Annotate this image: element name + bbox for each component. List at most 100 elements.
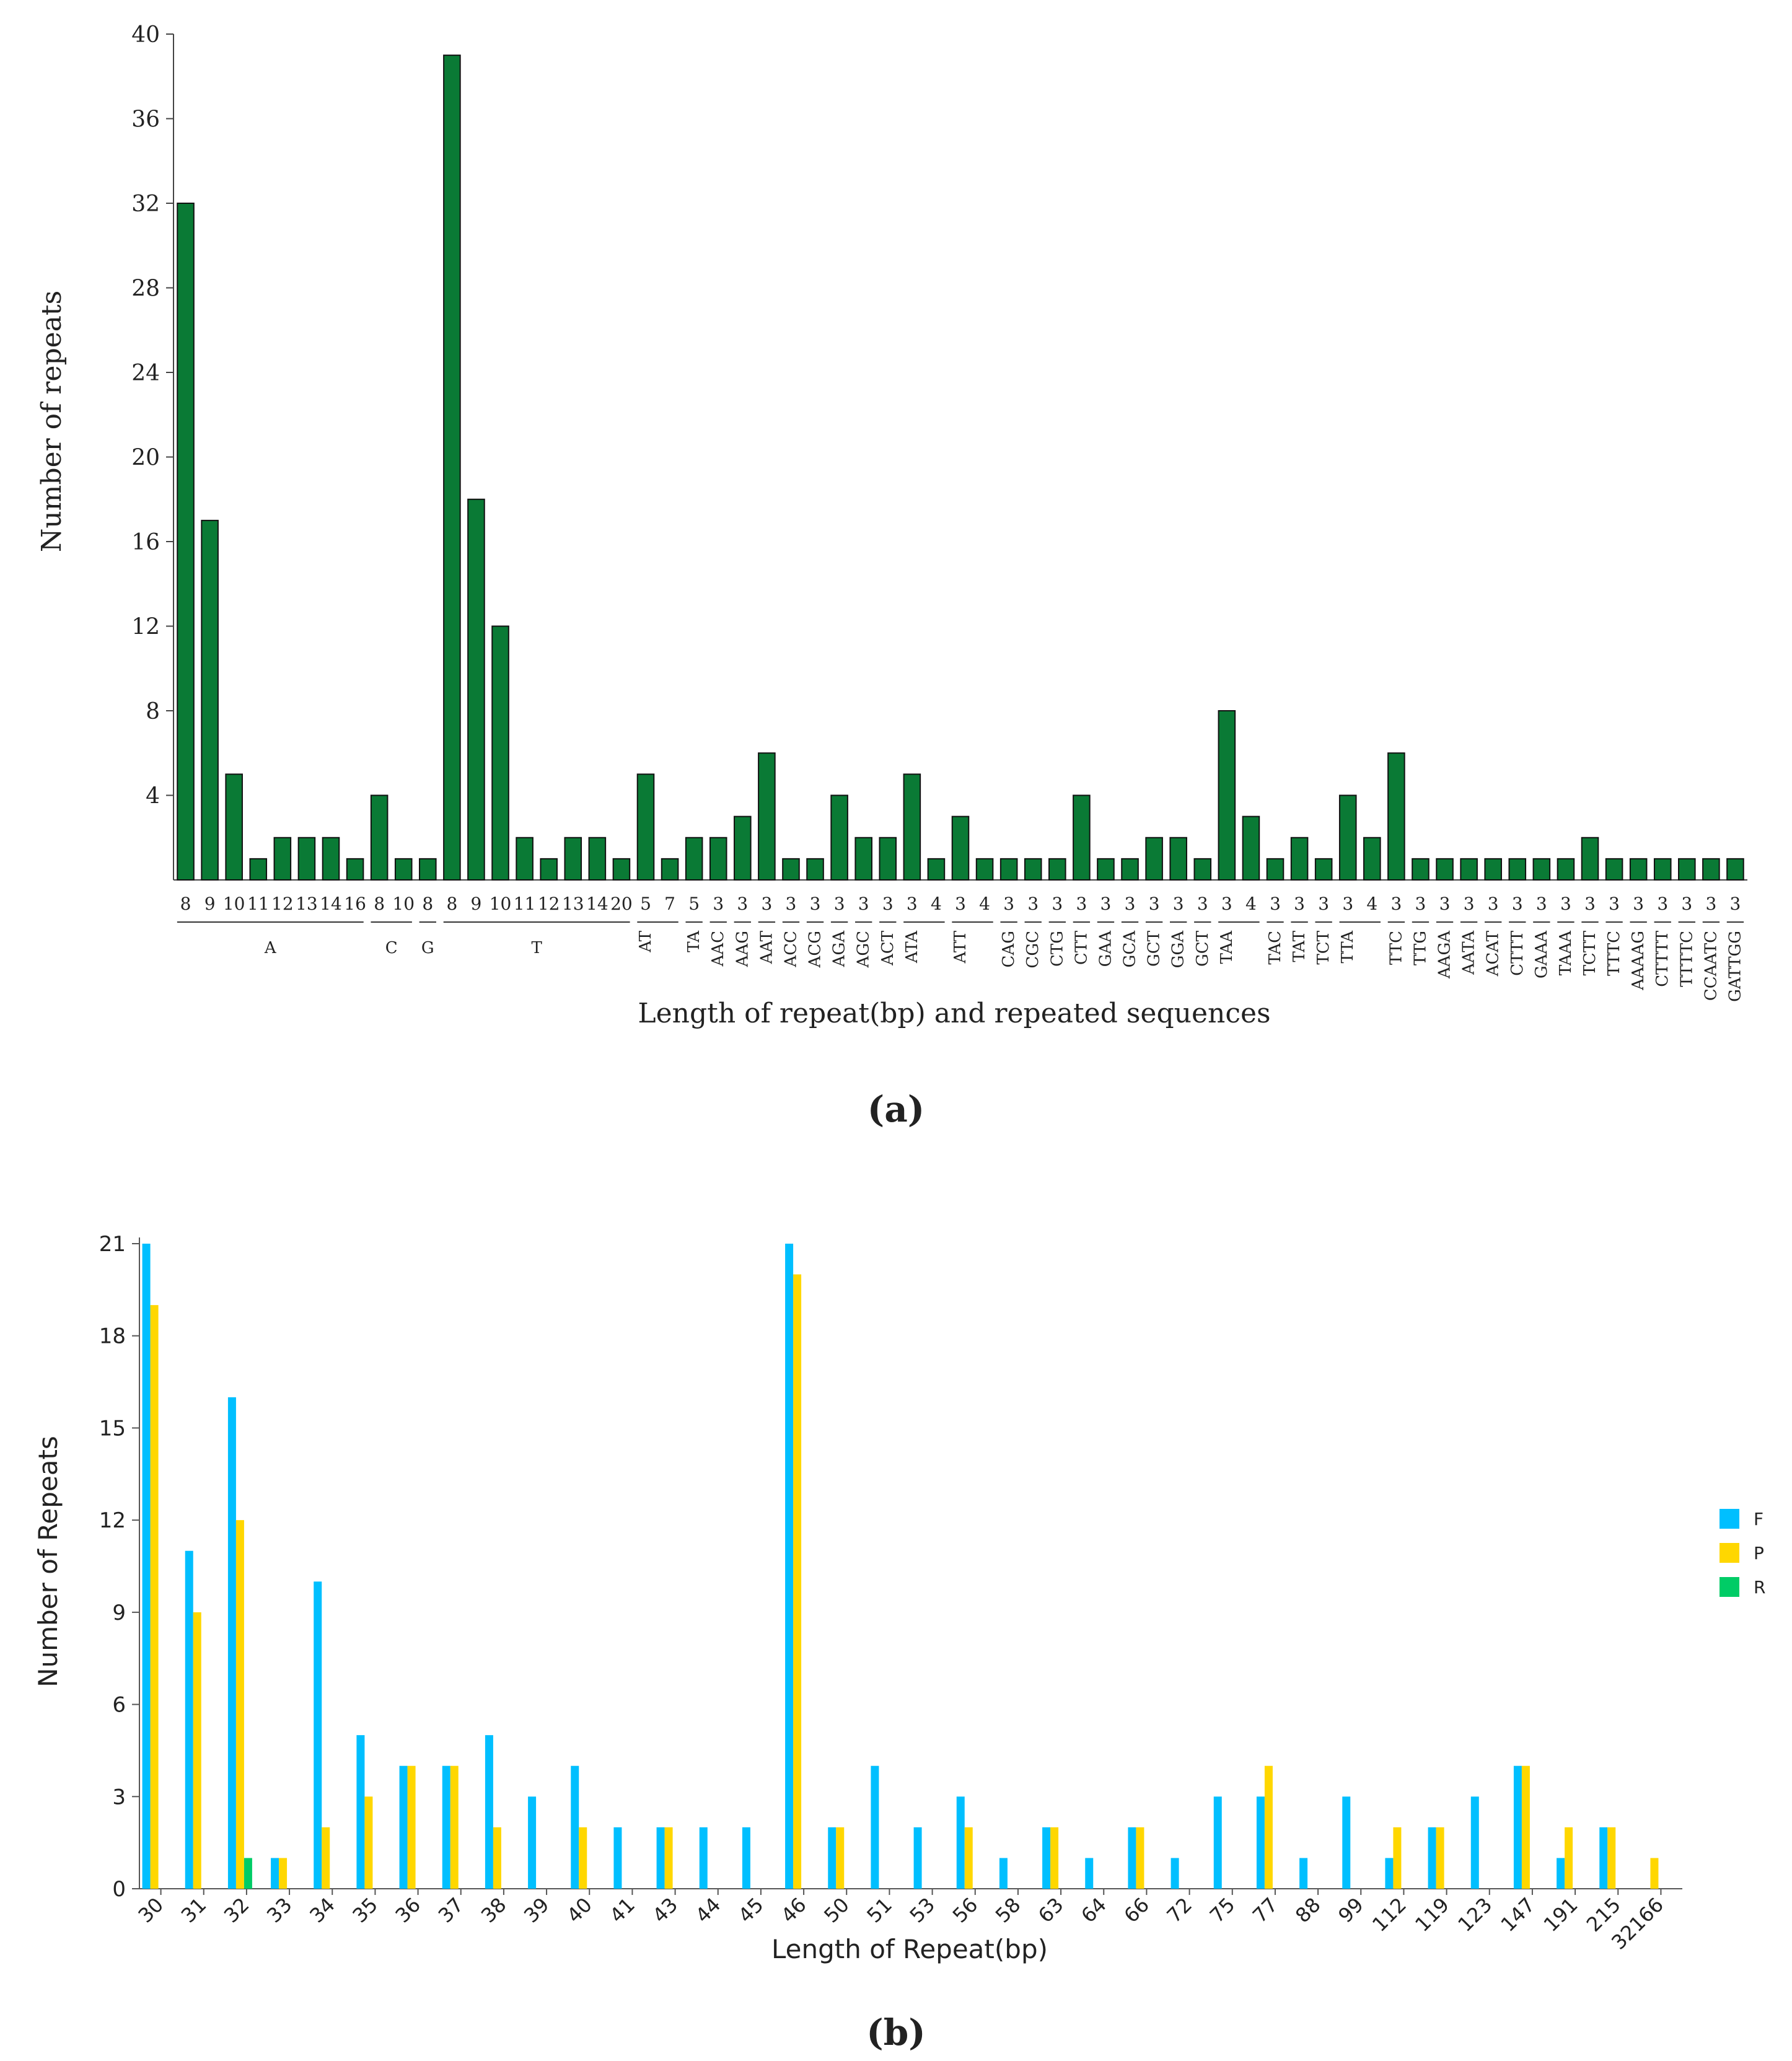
chart-a-bar — [1048, 858, 1066, 881]
chart-a-x-tick-label: 13 — [562, 894, 584, 914]
chart-a-bar — [394, 858, 413, 881]
chart-b-bar-f — [1128, 1827, 1136, 1889]
chart-b-bar-f — [613, 1827, 622, 1889]
chart-b-bar-f — [1342, 1796, 1351, 1889]
chart-b-x-tick-label: 46 — [776, 1893, 811, 1928]
chart-a-bar — [1629, 858, 1648, 881]
chart-a-group-label: TAAA — [1557, 930, 1575, 975]
chart-a-bar — [297, 837, 316, 881]
chart-b-bar-f — [356, 1735, 365, 1889]
chart-b-bar-p — [450, 1765, 459, 1889]
chart-b-bar-p — [364, 1796, 373, 1889]
chart-b-bar-f — [913, 1827, 922, 1889]
chart-a-bar — [1436, 858, 1454, 881]
chart-a-bar — [782, 858, 800, 881]
chart-a-group-label: AGC — [854, 931, 873, 968]
chart-a-bar — [1581, 837, 1599, 881]
chart-a-bar — [661, 858, 679, 881]
chart-a-group-label: T — [531, 939, 542, 957]
chart-a-y-tick-label: 24 — [131, 361, 160, 386]
chart-a-group-label: CTT — [1072, 930, 1091, 965]
chart-a-bar — [1508, 858, 1527, 881]
chart-a-group-label: ACT — [879, 930, 897, 966]
chart-b-bar-p — [1607, 1827, 1616, 1889]
chart-a-bar — [1702, 858, 1720, 881]
chart-a-x-tick-label: 3 — [1390, 894, 1402, 914]
chart-a-x-tick-label: 9 — [204, 894, 216, 914]
chart-b-x-tick-label: 44 — [691, 1893, 726, 1928]
chart-a-bar — [1073, 794, 1091, 881]
chart-a-group-label: CAG — [999, 931, 1018, 967]
chart-a-bar — [370, 794, 389, 881]
chart-b-x-tick-label: 37 — [434, 1893, 468, 1928]
chart-a-group-label: AAT — [757, 930, 776, 964]
chart-b-bar-p — [322, 1827, 330, 1889]
chart-b-bar-r — [244, 1858, 252, 1889]
chart-b-bar-f — [271, 1858, 279, 1889]
chart-a-x-tick-label: 13 — [296, 894, 318, 914]
chart-a-bar — [467, 498, 485, 881]
chart-a-bar — [1266, 858, 1285, 881]
chart-a-bar — [999, 858, 1018, 881]
chart-a-x-tick-label: 3 — [882, 894, 894, 914]
chart-b-bar-f — [227, 1397, 236, 1889]
chart-b-bar-f — [956, 1796, 965, 1889]
chart-b-bar-f — [1085, 1858, 1094, 1889]
chart-a-group-label: TCTT — [1581, 930, 1599, 975]
chart-a-x-tick-label: 3 — [1657, 894, 1668, 914]
chart-b-bar-f — [1299, 1858, 1308, 1889]
chart-b-bar-p — [1393, 1827, 1402, 1889]
chart-a-x-tick-label: 3 — [1294, 894, 1305, 914]
chart-a-x-tick-label: 3 — [1342, 894, 1353, 914]
chart-b-x-tick-label: 99 — [1333, 1893, 1368, 1928]
chart-a-x-tick-label: 9 — [471, 894, 482, 914]
chart-a-x-tick-label: 3 — [737, 894, 748, 914]
chart-a-group-label: TTTTC — [1677, 931, 1696, 987]
chart-a-group-label: GCA — [1121, 930, 1140, 968]
chart-a-x-tick-label: 3 — [858, 894, 869, 914]
chart-a-group-label: CTG — [1048, 931, 1066, 967]
chart-a-bar — [1290, 837, 1309, 881]
chart-a-group-label: AAGA — [1436, 930, 1454, 979]
chart-b-x-tick-label: 66 — [1119, 1893, 1154, 1928]
chart-b-legend-label: P — [1754, 1543, 1764, 1563]
chart-a-group-labels: A C G T AT TA AAC AAG AAT ACC ACG AGA AGC ACT ATA ATT CA… — [177, 921, 1744, 1002]
chart-b-y-axis-label: Number of Repeats — [33, 1436, 63, 1687]
chart-b-bar-f — [999, 1858, 1008, 1889]
chart-a-bar — [806, 858, 824, 881]
chart-a-group-label: AAG — [733, 931, 752, 967]
chart-b-x-tick-label: 34 — [305, 1893, 340, 1928]
chart-a-group-label: CGC — [1024, 931, 1042, 969]
chart-b-x-tick-label: 45 — [734, 1893, 768, 1928]
chart-a-x-tick-label: 3 — [1221, 894, 1232, 914]
chart-a-x-tick-label: 3 — [1318, 894, 1329, 914]
chart-b-x-tick-label: 51 — [862, 1893, 897, 1928]
chart-a-x-tick-label: 3 — [1270, 894, 1281, 914]
chart-a-x-tick-label: 3 — [1609, 894, 1620, 914]
chart-a-group-label: CTTTT — [1653, 930, 1672, 987]
chart-b-bar-p — [1436, 1827, 1444, 1889]
chart-a-x-tick-label: 4 — [979, 894, 990, 914]
chart-a-group-label: TCT — [1314, 930, 1333, 964]
chart-a-x-tick-label: 3 — [955, 894, 966, 914]
chart-b-bar-p — [193, 1612, 201, 1889]
chart-b-x-tick-label: 112 — [1368, 1893, 1411, 1936]
chart-a-group-label: GCT — [1193, 930, 1212, 967]
chart-a-bar — [1532, 858, 1551, 881]
chart-a-x-tick-label: 4 — [1366, 894, 1377, 914]
chart-a-bar — [1193, 858, 1212, 881]
chart-a-bar — [540, 858, 558, 881]
chart-a-x-tick-label: 11 — [247, 894, 270, 914]
chart-a-x-tick-label: 3 — [1464, 894, 1475, 914]
chart-a-y-tick-label: 8 — [146, 699, 160, 724]
chart-a-group-label: AGA — [830, 930, 849, 968]
chart-b-bar-p — [1136, 1827, 1144, 1889]
chart-a-group-label: TTG — [1411, 931, 1430, 965]
chart-a-bar — [879, 837, 897, 881]
chart-a-y-tick-label: 4 — [146, 784, 160, 809]
chart-b-bar-f — [142, 1244, 151, 1889]
chart-b-x-tick-label: 119 — [1410, 1893, 1454, 1936]
chart-a-x-tick-label: 3 — [1633, 894, 1644, 914]
chart-a-x-tick-label: 3 — [1003, 894, 1014, 914]
chart-a-x-tick-label: 3 — [1415, 894, 1426, 914]
